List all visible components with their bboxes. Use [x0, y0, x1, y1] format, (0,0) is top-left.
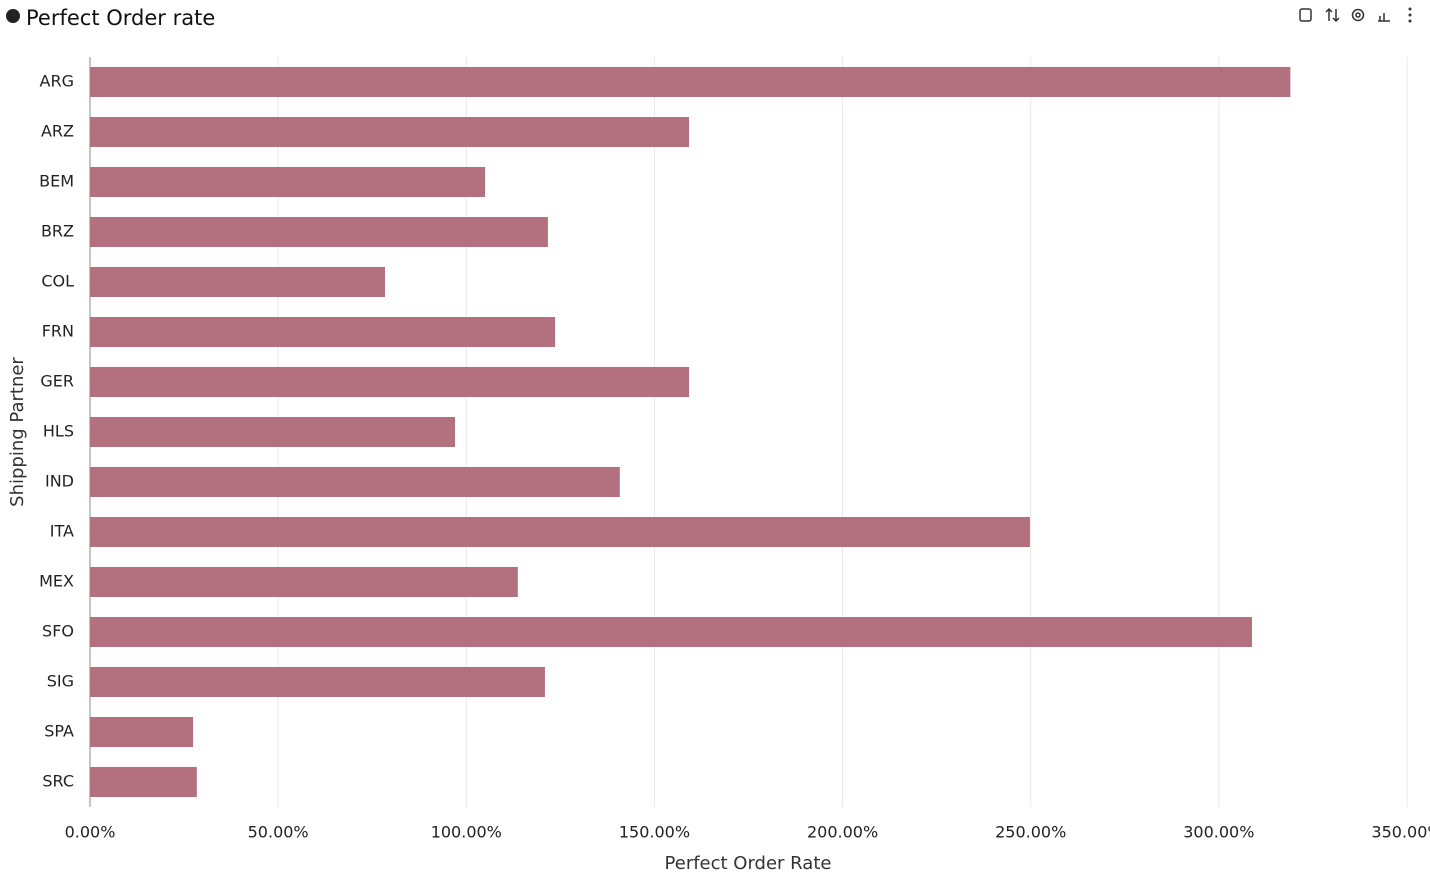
- toolbar[interactable]: [1299, 7, 1412, 23]
- bar: [90, 517, 1030, 547]
- y-tick-label: SPA: [44, 722, 74, 741]
- x-tick-label: 100.00%: [431, 823, 502, 842]
- x-axis-title: Perfect Order Rate: [665, 853, 832, 874]
- x-tick-label: 0.00%: [65, 823, 116, 842]
- bar: [90, 117, 690, 147]
- bar: [90, 617, 1252, 647]
- toolbar-icon[interactable]: [1299, 8, 1312, 22]
- bar: [90, 317, 556, 347]
- y-tick-label: SFO: [42, 622, 74, 641]
- x-tick-label: 250.00%: [995, 823, 1066, 842]
- menu-dot[interactable]: [1408, 13, 1412, 17]
- bar: [90, 67, 1291, 97]
- x-tick-label: 200.00%: [807, 823, 878, 842]
- bar: [90, 217, 548, 247]
- bar: [90, 267, 386, 297]
- bar: [90, 467, 620, 497]
- menu-dot[interactable]: [1408, 7, 1412, 11]
- bar: [90, 367, 690, 397]
- y-axis-title: Shipping Partner: [7, 357, 28, 507]
- chart-icon[interactable]: [1378, 13, 1390, 22]
- y-tick-label: HLS: [43, 422, 74, 441]
- target-icon[interactable]: [1351, 8, 1365, 22]
- y-tick-label: COL: [41, 272, 74, 291]
- y-tick-label: BEM: [39, 172, 74, 191]
- target-icon-inner: [1355, 12, 1361, 18]
- x-tick-label: 350.00%: [1371, 823, 1430, 842]
- y-tick-label: MEX: [39, 572, 74, 591]
- x-tick-label: 150.00%: [619, 823, 690, 842]
- menu-dot[interactable]: [1408, 19, 1412, 23]
- y-tick-label: FRN: [42, 322, 74, 341]
- y-tick-label: SRC: [42, 772, 74, 791]
- bar: [90, 767, 197, 797]
- bar: [90, 567, 518, 597]
- y-tick-label: SIG: [47, 672, 74, 691]
- title-icon: [6, 9, 20, 23]
- bar: [90, 667, 545, 697]
- bar: [90, 417, 455, 447]
- x-tick-label: 50.00%: [248, 823, 309, 842]
- bar: [90, 717, 194, 747]
- y-tick-label: BRZ: [41, 222, 74, 241]
- y-tick-label: ARG: [40, 72, 74, 91]
- y-tick-label: GER: [40, 372, 74, 391]
- y-tick-label: ARZ: [41, 122, 74, 141]
- chart-title: Perfect Order rate: [26, 6, 215, 30]
- y-tick-label: IND: [45, 472, 74, 491]
- y-tick-label: ITA: [50, 522, 74, 541]
- x-tick-label: 300.00%: [1183, 823, 1254, 842]
- sort-icon[interactable]: [1325, 7, 1340, 23]
- bar: [90, 167, 486, 197]
